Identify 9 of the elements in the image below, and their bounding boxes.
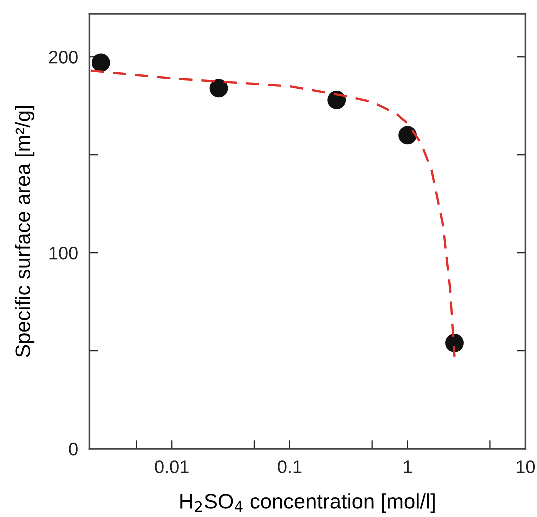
y-tick-label: 0: [69, 442, 78, 456]
y-tick-label: 200: [49, 51, 78, 64]
x-axis-title: H$_{2}$SO$_{4}$ concentration [mol/l]: [180, 494, 435, 514]
x-tick-label: 10: [517, 460, 536, 474]
x-tick-label: 0.1: [278, 460, 302, 474]
x-tick-label: 1: [404, 460, 412, 474]
x-tick-label: 0.01: [155, 460, 189, 474]
y-tick-label: 100: [50, 246, 78, 260]
y-axis-title: Specific surface area [m²/g]: [15, 106, 35, 358]
